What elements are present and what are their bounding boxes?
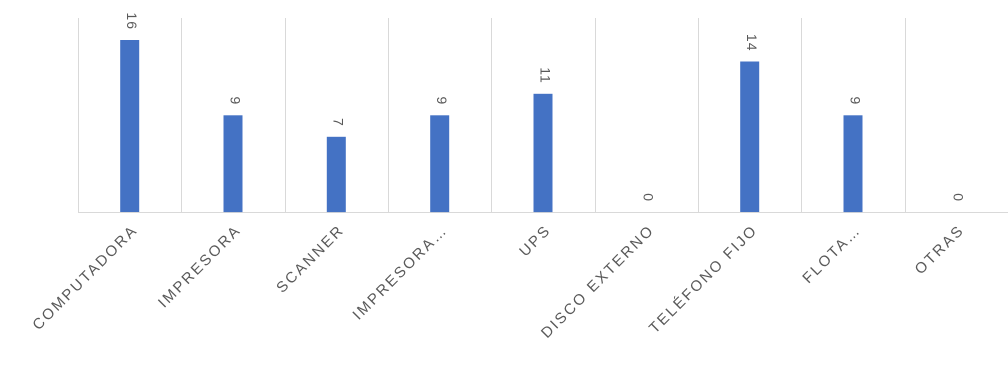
bar: [223, 115, 243, 213]
data-label: 7: [331, 118, 347, 127]
category-label: TELÉFONO FIJO: [646, 222, 761, 337]
category-label: OTRAS: [912, 222, 968, 278]
category-label: FLOTA…: [799, 222, 864, 287]
category-labels-group: COMPUTADORA IMPRESORA SCANNER IMPRESORA… UPS…: [29, 222, 968, 342]
bar: [120, 40, 140, 212]
data-labels-group: 16 9 7 9 11 0 14 9 0: [124, 12, 967, 202]
data-label: 11: [537, 67, 553, 84]
data-label: 9: [847, 96, 863, 105]
category-label: COMPUTADORA: [29, 222, 141, 334]
data-label: 16: [124, 12, 140, 30]
bar: [326, 136, 346, 213]
category-label: IMPRESORA…: [349, 222, 451, 324]
data-label: 9: [434, 96, 450, 105]
data-label: 9: [227, 96, 243, 105]
grid-lines: [78, 18, 906, 212]
category-label: SCANNER: [273, 222, 348, 297]
bars-group: [120, 40, 863, 213]
category-label: DISCO EXTERNO: [538, 222, 658, 342]
bar: [740, 61, 760, 212]
category-label: UPS: [516, 222, 555, 261]
bar: [533, 93, 553, 213]
bar: [843, 115, 863, 213]
data-label: 0: [641, 193, 657, 202]
data-label: 14: [744, 34, 760, 52]
category-label: IMPRESORA: [155, 222, 245, 312]
bar: [430, 115, 450, 213]
data-label: 0: [951, 193, 967, 202]
